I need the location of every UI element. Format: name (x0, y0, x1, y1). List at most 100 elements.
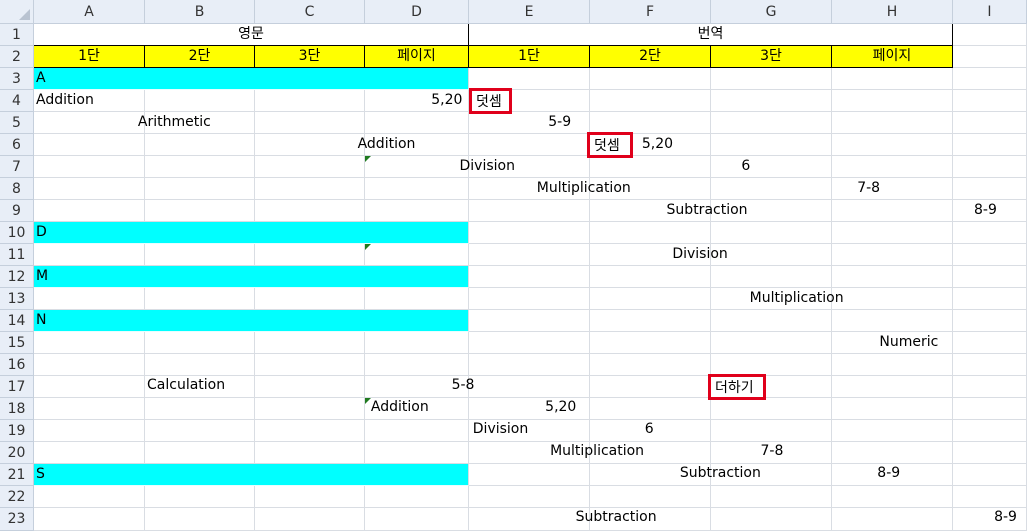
grid-cell-f11[interactable] (590, 244, 711, 266)
grid-cell-e16[interactable] (469, 354, 590, 376)
row-header-16[interactable]: 16 (0, 354, 34, 376)
grid-cell-e15[interactable] (469, 332, 590, 354)
grid-cell-i8[interactable] (953, 178, 1027, 200)
grid-cell-d7[interactable] (365, 156, 469, 178)
grid-cell-a23[interactable] (34, 508, 145, 531)
grid-cell-g4[interactable] (711, 90, 832, 112)
grid-cell-e8[interactable] (469, 178, 590, 200)
section-row-d[interactable]: D (34, 222, 469, 244)
row-header-11[interactable]: 11 (0, 244, 34, 266)
row-header-7[interactable]: 7 (0, 156, 34, 178)
grid-cell-e20[interactable] (469, 442, 590, 464)
section-row-s[interactable]: S (34, 464, 469, 486)
grid-cell-g11[interactable] (711, 244, 832, 266)
grid-cell-g9[interactable] (711, 200, 832, 222)
grid-cell-f21[interactable] (590, 464, 711, 486)
grid-cell-f17[interactable] (590, 376, 711, 398)
grid-cell-e7[interactable] (469, 156, 590, 178)
text-number-warning-icon[interactable] (365, 398, 371, 404)
cell-a15[interactable]: Numeric (879, 334, 939, 350)
grid-cell-h8[interactable] (832, 178, 953, 200)
grid-cell-b16[interactable] (145, 354, 255, 376)
grid-cell-d15[interactable] (365, 332, 469, 354)
column-header-d[interactable]: D (365, 0, 469, 24)
column-header-f[interactable]: F (590, 0, 711, 24)
grid-cell-e4[interactable] (469, 90, 590, 112)
grid-cell-e13[interactable] (469, 288, 590, 310)
grid-cell-d8[interactable] (365, 178, 469, 200)
grid-cell-c13[interactable] (255, 288, 365, 310)
grid-cell-b20[interactable] (145, 442, 255, 464)
grid-cell-f9[interactable] (590, 200, 711, 222)
row-header-6[interactable]: 6 (0, 134, 34, 156)
grid-cell-b6[interactable] (145, 134, 255, 156)
grid-cell-f15[interactable] (590, 332, 711, 354)
cell-b8[interactable]: Multiplication (536, 180, 631, 196)
column-header-a[interactable]: A (34, 0, 145, 24)
grid-cell-g5[interactable] (711, 112, 832, 134)
grid-cell-g7[interactable] (711, 156, 832, 178)
grid-cell-g20[interactable] (711, 442, 832, 464)
grid-cell-i16[interactable] (953, 354, 1027, 376)
grid-cell-i6[interactable] (953, 134, 1027, 156)
row-header-15[interactable]: 15 (0, 332, 34, 354)
column-header-g[interactable]: G (711, 0, 832, 24)
column-header-i[interactable]: I (953, 0, 1027, 24)
merged-header-translation[interactable]: 번역 (469, 24, 953, 46)
row-header-2[interactable]: 2 (0, 46, 34, 68)
row-header-22[interactable]: 22 (0, 486, 34, 508)
row-header-23[interactable]: 23 (0, 508, 34, 531)
grid-cell-i3[interactable] (953, 68, 1027, 90)
grid-cell-e18[interactable] (469, 398, 590, 420)
column-header-b[interactable]: B (145, 0, 255, 24)
grid-cell-h20[interactable] (832, 442, 953, 464)
grid-cell-e6[interactable] (469, 134, 590, 156)
grid-cell-f4[interactable] (590, 90, 711, 112)
grid-cell-e19[interactable] (469, 420, 590, 442)
grid-cell-g22[interactable] (711, 486, 832, 508)
grid-cell-a4[interactable] (34, 90, 145, 112)
grid-cell-h23[interactable] (832, 508, 953, 531)
grid-cell-c9[interactable] (255, 200, 365, 222)
grid-cell-i1[interactable] (953, 24, 1027, 46)
grid-cell-a19[interactable] (34, 420, 145, 442)
grid-cell-c7[interactable] (255, 156, 365, 178)
grid-cell-d16[interactable] (365, 354, 469, 376)
section-row-n[interactable]: N (34, 310, 469, 332)
grid-cell-h17[interactable] (832, 376, 953, 398)
grid-cell-h10[interactable] (832, 222, 953, 244)
grid-cell-a22[interactable] (34, 486, 145, 508)
grid-cell-h3[interactable] (832, 68, 953, 90)
grid-cell-f5[interactable] (590, 112, 711, 134)
column-header-c[interactable]: C (255, 0, 365, 24)
row-header-14[interactable]: 14 (0, 310, 34, 332)
grid-cell-g6[interactable] (711, 134, 832, 156)
cell-d22[interactable]: 8-9 (994, 509, 1017, 525)
cell-f2[interactable]: 2단 (590, 46, 711, 68)
grid-cell-c6[interactable] (255, 134, 365, 156)
cell-a4[interactable]: Addition (36, 92, 94, 108)
grid-cell-i13[interactable] (953, 288, 1027, 310)
row-header-9[interactable]: 9 (0, 200, 34, 222)
grid-cell-a17[interactable] (34, 376, 145, 398)
grid-cell-a8[interactable] (34, 178, 145, 200)
cell-d19[interactable]: 7-8 (760, 443, 784, 459)
grid-cell-i14[interactable] (953, 310, 1027, 332)
grid-cell-g18[interactable] (711, 398, 832, 420)
row-header-18[interactable]: 18 (0, 398, 34, 420)
column-header-h[interactable]: H (832, 0, 953, 24)
section-row-m[interactable]: M (34, 266, 469, 288)
grid-cell-i7[interactable] (953, 156, 1027, 178)
grid-cell-d20[interactable] (365, 442, 469, 464)
grid-cell-b19[interactable] (145, 420, 255, 442)
row-header-4[interactable]: 4 (0, 90, 34, 112)
row-header-20[interactable]: 20 (0, 442, 34, 464)
grid-cell-d23[interactable] (365, 508, 469, 531)
grid-cell-c8[interactable] (255, 178, 365, 200)
grid-cell-a15[interactable] (34, 332, 145, 354)
grid-cell-d18[interactable] (365, 398, 469, 420)
grid-cell-h19[interactable] (832, 420, 953, 442)
grid-cell-b8[interactable] (145, 178, 255, 200)
grid-cell-g13[interactable] (711, 288, 832, 310)
grid-cell-f20[interactable] (590, 442, 711, 464)
